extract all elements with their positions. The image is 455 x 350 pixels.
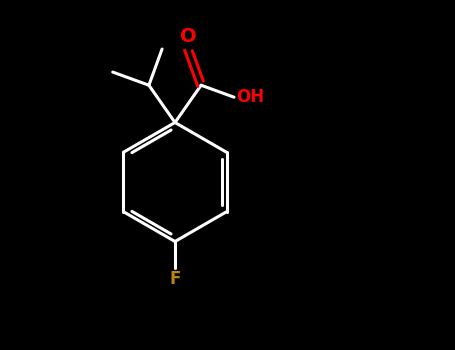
Text: F: F <box>169 270 181 287</box>
Text: OH: OH <box>236 88 264 106</box>
Text: O: O <box>180 27 196 46</box>
